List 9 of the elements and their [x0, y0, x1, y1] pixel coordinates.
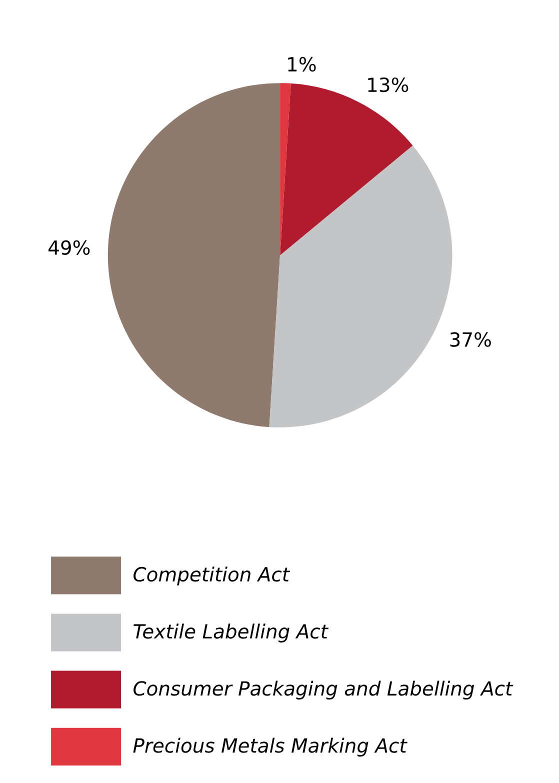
- legend-label: Textile Labelling Act: [134, 624, 329, 642]
- data-label: 1%: [288, 56, 316, 72]
- pie-slice: [108, 83, 280, 428]
- data-label: 37%: [450, 332, 491, 347]
- data-label: 13%: [368, 77, 408, 92]
- legend-label: Precious Metals Marking Act: [133, 738, 408, 757]
- data-label: 49%: [48, 240, 90, 255]
- legend-label: Consumer Packaging and Labelling Act: [134, 680, 514, 700]
- legend-label: Competition Act: [134, 566, 290, 586]
